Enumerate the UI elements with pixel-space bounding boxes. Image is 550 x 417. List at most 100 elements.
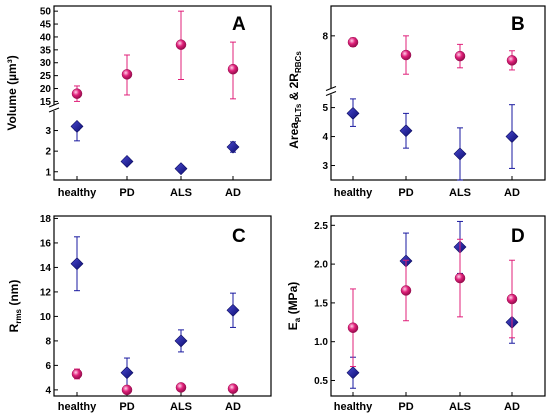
panel-A-xtick-healthy: healthy <box>58 187 97 199</box>
panel-B-ytick-label: 8 <box>322 31 328 42</box>
panel-D-ytick-label: 0.5 <box>314 376 328 387</box>
panel-A-axis-break-gap <box>50 105 58 111</box>
panel-D-xtick-healthy: healthy <box>334 401 373 413</box>
panel-C-point-healthy-diamond <box>70 257 84 271</box>
panel-A-frame <box>53 5 272 181</box>
panel-A-xtick-ad: AD <box>225 187 241 199</box>
panel-C-ytick-label: 4 <box>45 385 51 396</box>
panel-B-point-als-diamond <box>453 147 467 161</box>
panel-A-point-pd-diamond <box>120 155 134 168</box>
panel-B-ylabel-area: Area <box>287 122 301 149</box>
panel-D: D Ea (MPa) 0.5 1.0 1.5 2.0 2.5 healthy PD AL… <box>286 215 546 413</box>
panel-C-point-ad-sphere <box>227 383 239 394</box>
panel-D-ylabel-sub: a <box>293 317 302 322</box>
panel-D-point-pd-sphere <box>400 285 412 296</box>
panel-D-ytick-label: 1.0 <box>314 337 328 348</box>
panel-D-letter: D <box>511 226 525 247</box>
panel-D-xtick-pd: PD <box>398 401 413 413</box>
panel-D-ytick-label: 2.0 <box>314 260 328 271</box>
panel-B-ylabel-mid: & 2R <box>287 73 301 104</box>
panel-A-ylabel: Volume (µm³) <box>5 55 19 130</box>
panel-C-letter: C <box>232 226 246 247</box>
panel-D-marks: 0.5 1.0 1.5 2.0 2.5 <box>314 221 519 396</box>
panel-C-ytick-label: 10 <box>40 312 52 323</box>
panel-D-point-healthy-diamond <box>346 366 360 380</box>
panel-C-point-als-sphere <box>175 382 187 393</box>
panel-C-point-healthy-sphere <box>71 368 83 380</box>
panel-B-point-pd-diamond <box>399 124 413 138</box>
panel-B-point-als-sphere <box>454 50 466 62</box>
panel-C-point-pd-sphere <box>121 384 133 396</box>
panel-B-ytick-label: 3 <box>322 161 328 172</box>
panel-B-ylabel: AreaPLTs & 2RRBCs <box>287 51 303 149</box>
panel-A-ytick-label: 1 <box>45 167 51 178</box>
panel-C-ytick-label: 18 <box>40 214 52 225</box>
panel-A-ytick-label: 40 <box>40 32 52 43</box>
panel-C-ytick-label: 6 <box>45 361 51 372</box>
panel-B-xtick-ad: AD <box>504 187 520 199</box>
panel-A-ytick-label: 3 <box>45 126 51 137</box>
panel-B-point-ad-diamond <box>505 130 519 143</box>
panel-B-point-healthy-sphere <box>347 36 359 48</box>
panel-A-ytick-label: 25 <box>40 71 52 82</box>
panel-B-xtick-healthy: healthy <box>334 187 373 199</box>
panel-B-point-ad-sphere <box>506 55 518 66</box>
panel-C-point-als-diamond <box>174 334 188 348</box>
panel-A-point-ad-sphere <box>227 63 239 75</box>
panel-A-ytick-label: 2 <box>45 147 51 158</box>
panel-A-ytick-label: 30 <box>40 58 52 69</box>
panel-A-letter: A <box>232 14 246 35</box>
panel-B-ytick-label: 4 <box>322 132 328 143</box>
panel-D-frame <box>330 215 546 397</box>
panel-D-ylabel-unit: (MPa) <box>286 282 300 318</box>
panel-A-ytick-label: 35 <box>40 45 52 56</box>
panel-B-letter: B <box>511 14 525 35</box>
panel-A-ytick-label: 20 <box>40 84 52 95</box>
panel-D-point-ad-sphere <box>506 293 518 305</box>
panel-D-point-healthy-sphere <box>347 322 359 333</box>
panel-C-point-pd-diamond <box>120 366 134 380</box>
panel-A-axis-break-slash <box>48 107 60 113</box>
panel-C-ylabel-r: R <box>7 323 21 332</box>
panel-C-ylabel: Rrms (nm) <box>7 280 23 333</box>
panel-C-ytick-label: 12 <box>40 287 52 298</box>
panel-C: C Rrms (nm) 4 6 8 10 12 14 16 18 healthy PD ALS… <box>7 214 272 413</box>
panel-B-axis-break-gap <box>327 88 335 95</box>
panel-A-ytick-label: 15 <box>40 97 52 108</box>
panel-B-xtick-pd: PD <box>398 187 413 199</box>
panel-A-point-healthy-diamond <box>70 119 84 133</box>
panel-D-xtick-ad: AD <box>504 401 520 413</box>
panel-C-ylabel-sub: rms <box>14 308 23 323</box>
panel-C-ytick-label: 14 <box>40 263 52 274</box>
panel-C-ylabel-unit: (nm) <box>7 280 21 309</box>
panel-B-point-healthy-diamond <box>346 106 360 120</box>
panel-A-ytick-label: 50 <box>40 7 52 18</box>
panel-A-point-healthy-sphere <box>71 88 83 99</box>
panel-C-frame <box>53 215 272 397</box>
panel-A-point-als-diamond <box>174 162 188 176</box>
panel-C-xtick-als: ALS <box>170 401 192 413</box>
panel-A-xtick-als: ALS <box>170 187 192 199</box>
panel-B-xtick-als: ALS <box>449 187 471 199</box>
panel-D-ylabel: Ea (MPa) <box>286 282 302 330</box>
panel-C-ytick-label: 16 <box>40 238 52 249</box>
panel-D-point-als-sphere <box>454 272 466 284</box>
panel-D-ytick-label: 2.5 <box>314 221 328 232</box>
panel-D-xtick-als: ALS <box>449 401 471 413</box>
panel-A-xtick-pd: PD <box>119 187 134 199</box>
panel-D-ytick-label: 1.5 <box>314 298 328 309</box>
panel-A-point-ad-diamond <box>226 140 240 154</box>
panel-A-axis-break-slash <box>48 102 60 108</box>
panel-B-ylabel-sub2: RBCs <box>294 51 303 73</box>
panel-A-point-pd-sphere <box>121 69 133 80</box>
panel-D-ylabel-e: E <box>286 322 300 330</box>
panel-B-axis-break-slash <box>325 91 337 96</box>
panel-C-xtick-pd: PD <box>119 401 134 413</box>
panel-C-xtick-healthy: healthy <box>58 401 97 413</box>
panel-A-point-als-sphere <box>175 39 187 50</box>
panel-B-marks: 3 4 5 8 <box>322 31 519 181</box>
